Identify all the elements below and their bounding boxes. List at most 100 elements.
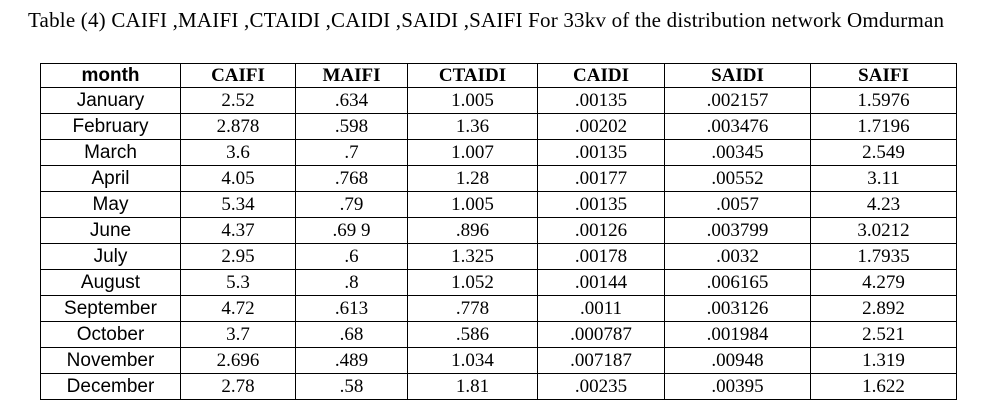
table-row: March 3.6.7 1.007.00135.00345 2.549 <box>40 139 957 166</box>
month-cell: April <box>40 165 181 192</box>
value-cell: .58 <box>295 373 408 400</box>
table-header-row: month CAIFI MAIFI CTAIDI CAIDI SAIDI SAI… <box>40 63 957 88</box>
month-cell: November <box>40 347 181 374</box>
table-row: April 4.05.768 1.28.00177.00552 3.11 <box>40 165 957 192</box>
value-cell: 1.81 <box>407 373 538 400</box>
value-cell: 1.052 <box>407 269 538 296</box>
value-cell: 4.23 <box>810 191 957 218</box>
month-cell: December <box>40 373 181 400</box>
value-cell: 5.3 <box>180 269 296 296</box>
value-cell: .00948 <box>664 347 811 374</box>
value-cell: .00178 <box>537 243 665 270</box>
value-cell: 2.696 <box>180 347 296 374</box>
value-cell: 1.034 <box>407 347 538 374</box>
value-cell: .778 <box>407 295 538 322</box>
value-cell: 2.521 <box>810 321 957 348</box>
value-cell: .006165 <box>664 269 811 296</box>
value-cell: 2.878 <box>180 113 296 140</box>
value-cell: 1.005 <box>407 87 538 114</box>
month-cell: September <box>40 295 181 322</box>
value-cell: 4.37 <box>180 217 296 244</box>
value-cell: 1.7935 <box>810 243 957 270</box>
column-header-saidi: SAIDI <box>664 63 811 88</box>
value-cell: 3.7 <box>180 321 296 348</box>
value-cell: 2.52 <box>180 87 296 114</box>
value-cell: .003476 <box>664 113 811 140</box>
table-row: November 2.696.489 1.034.007187.00948 1.319 <box>40 347 957 374</box>
value-cell: .00552 <box>664 165 811 192</box>
value-cell: 2.78 <box>180 373 296 400</box>
value-cell: 2.549 <box>810 139 957 166</box>
value-cell: .00345 <box>664 139 811 166</box>
value-cell: .6 <box>295 243 408 270</box>
value-cell: .00177 <box>537 165 665 192</box>
value-cell: .001984 <box>664 321 811 348</box>
value-cell: 1.005 <box>407 191 538 218</box>
value-cell: .69 9 <box>295 217 408 244</box>
value-cell: 1.622 <box>810 373 957 400</box>
column-header-ctaidi: CTAIDI <box>407 63 538 88</box>
value-cell: 1.36 <box>407 113 538 140</box>
value-cell: .896 <box>407 217 538 244</box>
month-cell: June <box>40 217 181 244</box>
value-cell: .00235 <box>537 373 665 400</box>
value-cell: 4.279 <box>810 269 957 296</box>
value-cell: .00395 <box>664 373 811 400</box>
column-header-caidi: CAIDI <box>537 63 665 88</box>
value-cell: .8 <box>295 269 408 296</box>
value-cell: .000787 <box>537 321 665 348</box>
month-cell: February <box>40 113 181 140</box>
reliability-indices-table: month CAIFI MAIFI CTAIDI CAIDI SAIDI SAI… <box>40 63 957 400</box>
value-cell: .0032 <box>664 243 811 270</box>
column-header-saifi: SAIFI <box>810 63 957 88</box>
month-cell: October <box>40 321 181 348</box>
value-cell: 1.007 <box>407 139 538 166</box>
value-cell: .598 <box>295 113 408 140</box>
month-cell: January <box>40 87 181 114</box>
value-cell: .613 <box>295 295 408 322</box>
value-cell: .002157 <box>664 87 811 114</box>
value-cell: 1.325 <box>407 243 538 270</box>
table-body: January 2.52.634 1.005.00135.002157 1.5976 F… <box>40 87 957 400</box>
value-cell: .007187 <box>537 347 665 374</box>
value-cell: .489 <box>295 347 408 374</box>
value-cell: .0057 <box>664 191 811 218</box>
table-row: August 5.3.8 1.052.00144.006165 4.279 <box>40 269 957 296</box>
value-cell: 2.892 <box>810 295 957 322</box>
value-cell: 3.11 <box>810 165 957 192</box>
value-cell: .00202 <box>537 113 665 140</box>
month-cell: May <box>40 191 181 218</box>
value-cell: 1.7196 <box>810 113 957 140</box>
value-cell: .00135 <box>537 191 665 218</box>
table-row: February 2.878.598 1.36.00202.003476 1.7196 <box>40 113 957 140</box>
value-cell: .003799 <box>664 217 811 244</box>
value-cell: 5.34 <box>180 191 296 218</box>
value-cell: 1.319 <box>810 347 957 374</box>
table-row: December 2.78.58 1.81.00235.00395 1.622 <box>40 373 957 400</box>
value-cell: .00126 <box>537 217 665 244</box>
value-cell: 4.05 <box>180 165 296 192</box>
month-cell: July <box>40 243 181 270</box>
value-cell: 3.6 <box>180 139 296 166</box>
value-cell: .7 <box>295 139 408 166</box>
value-cell: 3.0212 <box>810 217 957 244</box>
table-row: September 4.72.613.778.0011.003126 2.892 <box>40 295 957 322</box>
value-cell: 1.28 <box>407 165 538 192</box>
column-header-month: month <box>40 63 181 88</box>
value-cell: .68 <box>295 321 408 348</box>
value-cell: .768 <box>295 165 408 192</box>
value-cell: 4.72 <box>180 295 296 322</box>
table-row: June 4.37.69 9.896.00126.003799 3.0212 <box>40 217 957 244</box>
table-row: January 2.52.634 1.005.00135.002157 1.5976 <box>40 87 957 114</box>
value-cell: 2.95 <box>180 243 296 270</box>
table-row: May 5.34.79 1.005.00135.0057 4.23 <box>40 191 957 218</box>
value-cell: .586 <box>407 321 538 348</box>
value-cell: .00144 <box>537 269 665 296</box>
month-cell: March <box>40 139 181 166</box>
table-row: July 2.95.6 1.325.00178.0032 1.7935 <box>40 243 957 270</box>
column-header-maifi: MAIFI <box>295 63 408 88</box>
value-cell: .79 <box>295 191 408 218</box>
month-cell: August <box>40 269 181 296</box>
table-row: October 3.7.68.586.000787.001984 2.521 <box>40 321 957 348</box>
